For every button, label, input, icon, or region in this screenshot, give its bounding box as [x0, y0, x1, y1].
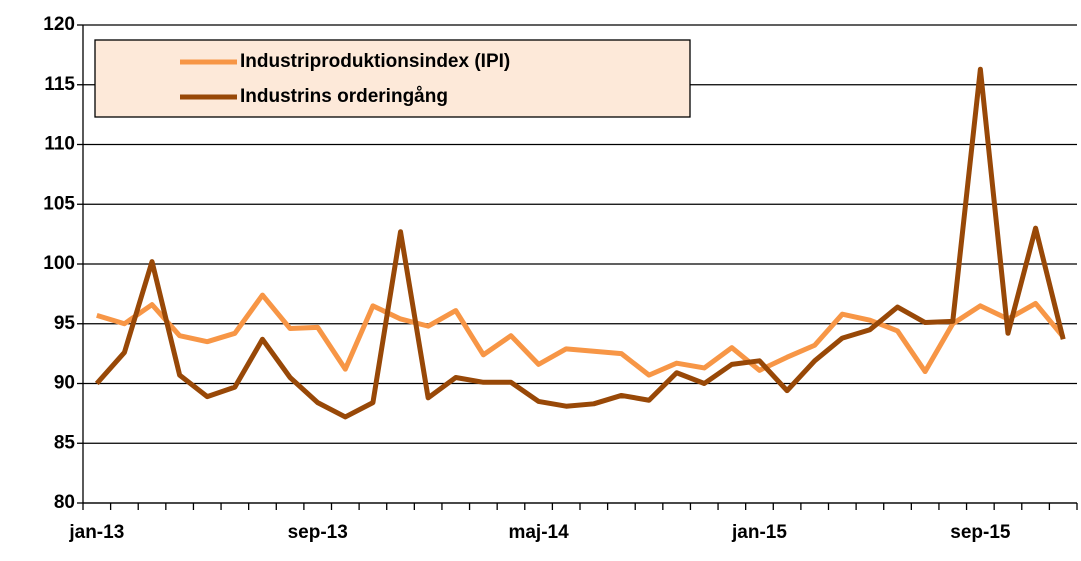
y-tick-label: 110 — [44, 134, 75, 155]
legend-label: Industriproduktionsindex (IPI) — [240, 51, 510, 72]
y-tick-label: 115 — [44, 74, 75, 95]
y-tick-label: 100 — [43, 253, 75, 274]
series-line — [94, 66, 1066, 420]
x-tick-label: sep-15 — [950, 522, 1011, 543]
y-tick-label: 85 — [54, 432, 76, 453]
y-tick-label: 105 — [43, 193, 75, 214]
x-tick-label: jan-15 — [731, 522, 787, 543]
y-tick-label: 120 — [43, 14, 75, 35]
series-line — [96, 292, 1066, 378]
legend-box — [94, 39, 691, 118]
y-tick-label: 80 — [54, 492, 75, 513]
x-tick-label: jan-13 — [68, 522, 124, 543]
legend-label: Industrins orderingång — [240, 86, 448, 107]
y-tick-label: 90 — [54, 373, 75, 394]
x-tick-label: maj-14 — [508, 522, 569, 543]
x-tick-label: sep-13 — [288, 522, 348, 543]
y-tick-label: 95 — [54, 313, 76, 334]
